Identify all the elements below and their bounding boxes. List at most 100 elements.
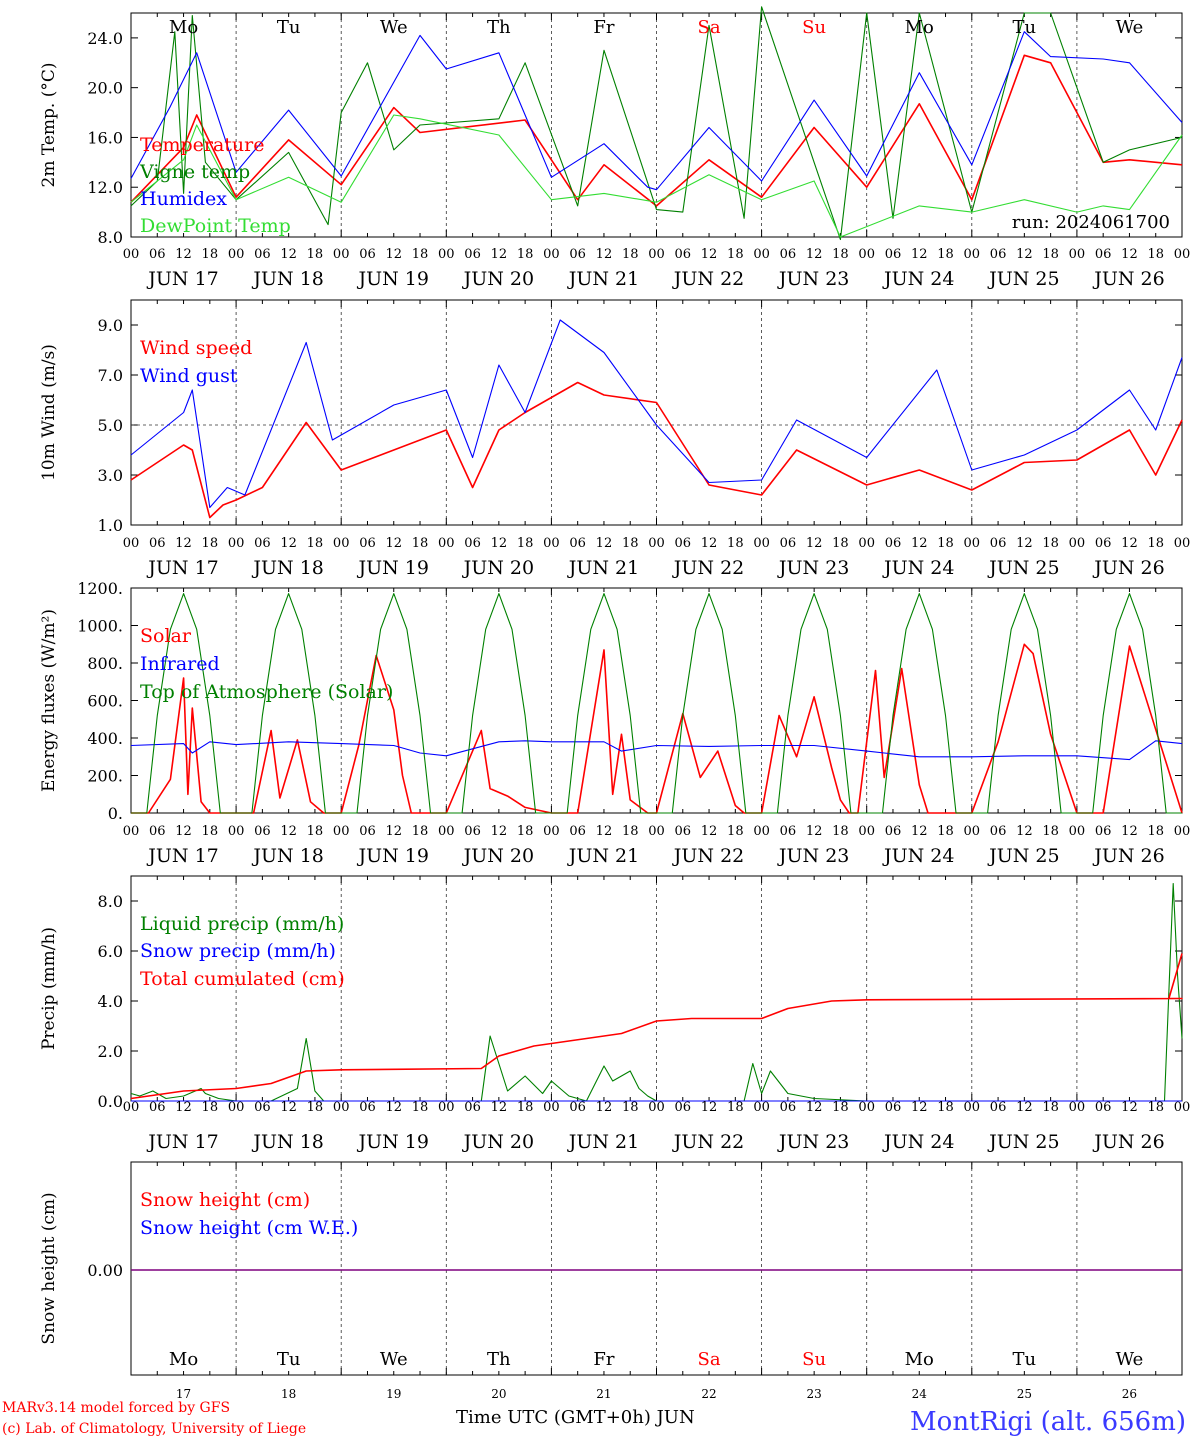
y-tick-label: 400.: [87, 729, 123, 748]
day-number: 24: [912, 1387, 928, 1401]
hour-tick-label: 00: [333, 824, 350, 839]
hour-tick-label: 18: [937, 1100, 954, 1115]
date-label: JUN 23: [777, 845, 849, 867]
day-number: 21: [596, 1387, 611, 1401]
hour-tick-label: 06: [1095, 536, 1112, 551]
day-name: Su: [802, 17, 826, 38]
y-tick-label: 4.0: [98, 992, 123, 1011]
panel-3: 0. 200. 400. 600. 800. 1000. 1200. Energy fluxe…: [39, 579, 1190, 867]
hour-tick-label: 18: [832, 824, 849, 839]
day-name: We: [1116, 1349, 1144, 1370]
y-tick-label: 20.0: [87, 79, 123, 98]
hour-tick-label: 06: [569, 1100, 586, 1115]
hour-tick-label: 18: [307, 824, 324, 839]
hour-tick-label: 12: [806, 536, 823, 551]
y-tick-label: 3.0: [98, 466, 123, 485]
date-label: JUN 24: [882, 1131, 954, 1153]
hour-tick-label: 06: [359, 1100, 376, 1115]
date-label: JUN 17: [146, 268, 218, 290]
hour-tick-label: 12: [911, 247, 928, 262]
day-number: 26: [1122, 1387, 1137, 1401]
hour-tick-label: 06: [254, 536, 271, 551]
hour-tick-label: 18: [937, 247, 954, 262]
hour-tick-label: 00: [858, 536, 875, 551]
hour-tick-label: 06: [1095, 1100, 1112, 1115]
hour-tick-label: 12: [175, 536, 192, 551]
legend-entry: Solar: [140, 625, 192, 647]
date-label: JUN 26: [1092, 1131, 1164, 1153]
series-line-3-2: [130, 740, 1183, 761]
hour-tick-label: 12: [911, 536, 928, 551]
day-name: Fr: [593, 17, 614, 38]
footer-model: MARv3.14 model forced by GFS: [2, 1400, 230, 1416]
hour-tick-label: 06: [569, 824, 586, 839]
date-label: JUN 22: [672, 1131, 744, 1153]
day-number: 20: [491, 1387, 506, 1401]
day-name: Su: [802, 1349, 826, 1370]
day-name: We: [1116, 17, 1144, 38]
hour-tick-label: 06: [675, 1100, 692, 1115]
series-line-3-3: [131, 593, 1182, 814]
hour-tick-label: 00: [1174, 1100, 1191, 1115]
hour-tick-label: 12: [385, 824, 402, 839]
hour-tick-label: 12: [806, 824, 823, 839]
y-tick-label: 600.: [87, 692, 123, 711]
y-tick-label: 0.: [108, 804, 123, 823]
date-label: JUN 19: [357, 268, 429, 290]
legend-entry: Snow height (cm): [140, 1189, 310, 1211]
hour-tick-label: 18: [727, 247, 744, 262]
hour-tick-label: 12: [280, 247, 297, 262]
legend-entry: Snow height (cm W.E.): [140, 1217, 358, 1239]
hour-tick-label: 00: [858, 247, 875, 262]
plot-frame: [130, 299, 1183, 526]
day-name: Th: [487, 1349, 511, 1370]
hour-tick-label: 12: [491, 824, 508, 839]
date-label: JUN 21: [567, 557, 639, 579]
day-name: Mo: [169, 1349, 198, 1370]
hour-tick-label: 12: [1121, 824, 1138, 839]
hour-tick-label: 00: [333, 536, 350, 551]
hour-tick-label: 18: [202, 247, 219, 262]
date-label: JUN 20: [462, 557, 534, 579]
hour-tick-label: 06: [149, 1100, 166, 1115]
hour-tick-label: 18: [517, 247, 534, 262]
hour-tick-label: 00: [858, 1100, 875, 1115]
hour-tick-label: 12: [1016, 536, 1033, 551]
hour-tick-label: 18: [307, 1100, 324, 1115]
hour-tick-label: 06: [464, 1100, 481, 1115]
hour-tick-label: 00: [333, 247, 350, 262]
hour-tick-label: 12: [596, 824, 613, 839]
date-label: JUN 17: [146, 845, 218, 867]
day-name: Tu: [277, 17, 301, 38]
hour-tick-label: 06: [254, 247, 271, 262]
hour-tick-label: 00: [543, 1100, 560, 1115]
panel-1: 8.0 12.0 16.0 20.0 24.0 2m Temp. (°C) Temperat…: [39, 6, 1190, 290]
date-label: JUN 22: [672, 268, 744, 290]
hour-tick-label: 00: [753, 247, 770, 262]
hour-tick-label: 12: [1016, 824, 1033, 839]
hour-tick-label: 18: [622, 536, 639, 551]
run-annotation: run: 2024061700: [1012, 212, 1170, 233]
hour-tick-label: 00: [438, 824, 455, 839]
hour-tick-label: 18: [1147, 824, 1164, 839]
y-axis-label: 2m Temp. (°C): [39, 62, 59, 187]
hour-tick-label: 12: [1016, 247, 1033, 262]
hour-tick-label: 06: [464, 536, 481, 551]
hour-tick-label: 06: [359, 824, 376, 839]
date-label: JUN 19: [357, 845, 429, 867]
hour-tick-label: 06: [464, 247, 481, 262]
hour-tick-label: 18: [1042, 1100, 1059, 1115]
hour-tick-label: 12: [701, 247, 718, 262]
day-name: Mo: [905, 17, 934, 38]
y-tick-label: 800.: [87, 654, 123, 673]
hour-tick-label: 18: [412, 1100, 429, 1115]
hour-tick-label: 06: [359, 536, 376, 551]
hour-tick-label: 06: [149, 824, 166, 839]
date-label: JUN 24: [882, 557, 954, 579]
date-label: JUN 21: [567, 268, 639, 290]
hour-tick-label: 18: [622, 247, 639, 262]
hour-tick-label: 00: [648, 536, 665, 551]
hour-tick-label: 06: [1095, 824, 1112, 839]
hour-tick-label: 18: [1147, 247, 1164, 262]
day-number: 19: [386, 1387, 401, 1401]
